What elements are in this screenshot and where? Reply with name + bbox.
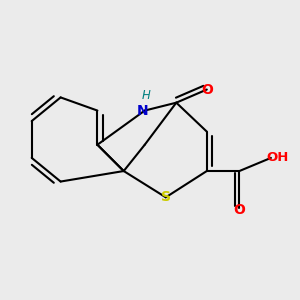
Text: O: O [201, 82, 213, 97]
Text: OH: OH [266, 152, 288, 164]
Text: O: O [233, 203, 245, 218]
Text: N: N [136, 103, 148, 118]
Text: H: H [141, 89, 150, 102]
Text: S: S [161, 190, 171, 204]
